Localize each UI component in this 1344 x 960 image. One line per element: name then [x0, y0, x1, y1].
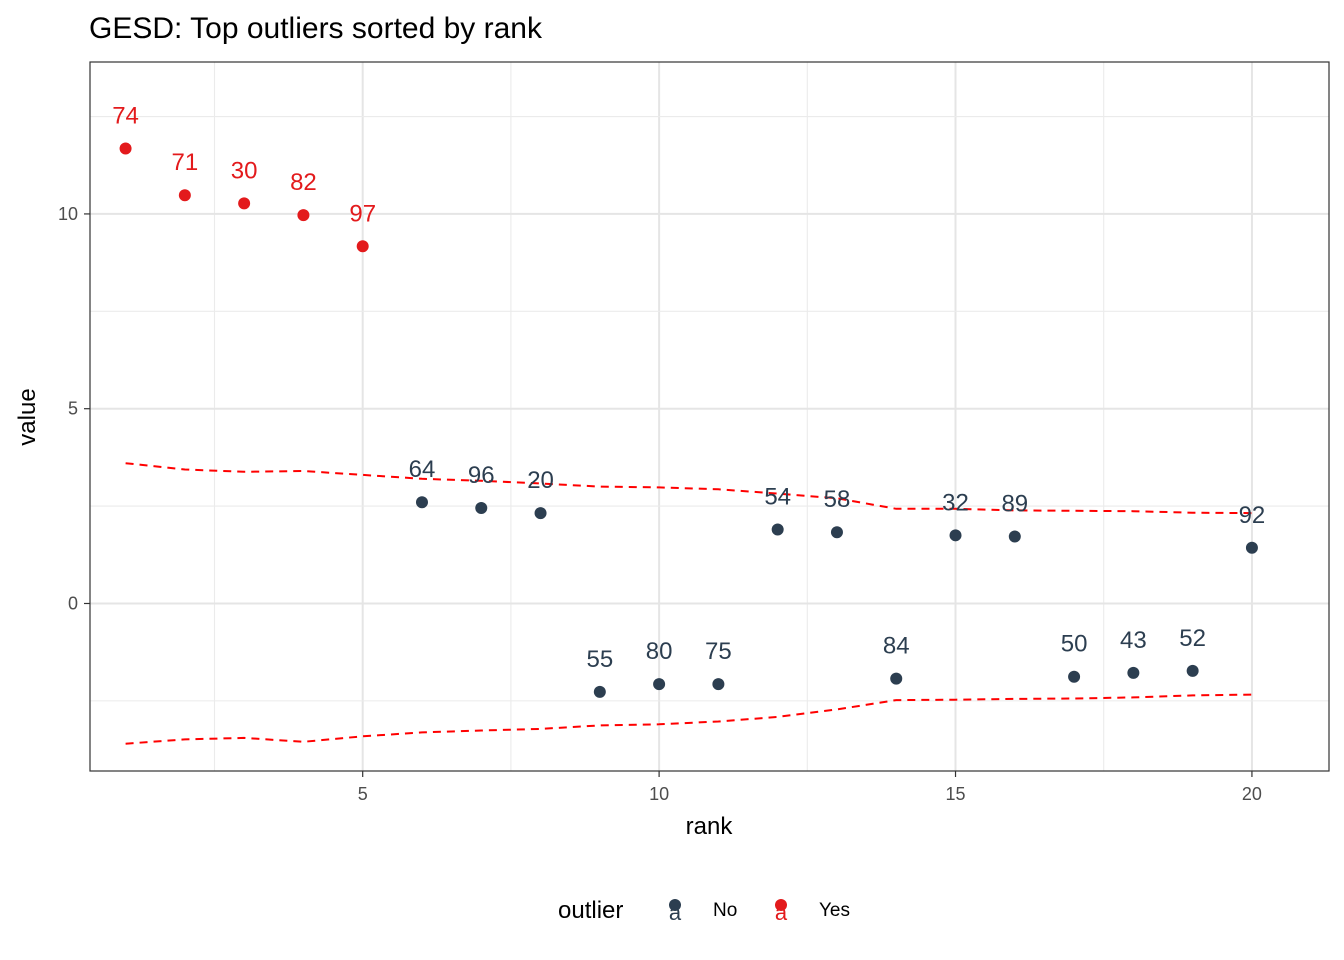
- upper-limit-line: [125, 462, 1252, 515]
- data-point: [415, 496, 428, 509]
- point-label: 74: [112, 102, 139, 129]
- x-tick-label: 15: [946, 784, 966, 804]
- point-label: 89: [1001, 490, 1028, 517]
- data-point: [297, 209, 310, 222]
- point-label: 96: [468, 462, 495, 489]
- data-point: [1008, 530, 1021, 543]
- point-label: 32: [942, 489, 969, 516]
- x-axis-title: rank: [686, 813, 734, 840]
- point-label: 97: [349, 200, 376, 227]
- point-label: 80: [646, 638, 673, 665]
- legend-label-yes: Yes: [819, 900, 850, 921]
- data-point: [1245, 541, 1258, 554]
- limit-layer: [125, 462, 1252, 745]
- points-layer: [119, 142, 1258, 698]
- point-label: 43: [1120, 627, 1147, 654]
- plot-panel-border: [89, 61, 1330, 772]
- point-label: 55: [586, 646, 613, 673]
- data-point: [830, 526, 843, 539]
- data-point: [771, 523, 784, 536]
- point-label: 54: [764, 483, 791, 510]
- data-point: [475, 502, 488, 515]
- point-label: 71: [172, 149, 199, 176]
- legend-key-letter: a: [775, 900, 788, 925]
- data-point: [1186, 664, 1199, 677]
- legend-title: outlier: [558, 897, 623, 924]
- grid-layer: [90, 62, 1329, 771]
- y-tick-label: 0: [68, 593, 78, 613]
- data-point: [949, 529, 962, 542]
- data-point: [712, 678, 725, 691]
- point-label: 20: [527, 467, 554, 494]
- data-point: [534, 507, 547, 520]
- point-label: 64: [409, 456, 436, 483]
- data-point: [890, 672, 903, 685]
- data-point: [593, 685, 606, 698]
- legend-label-no: No: [713, 900, 737, 921]
- data-point: [1068, 670, 1081, 683]
- point-labels-layer: 74 71 30 82 97 64 96 20 55 80 75 54 58 84 32 89 50 43 52 92: [112, 102, 1265, 672]
- y-axis-title: value: [14, 388, 41, 445]
- legend-key-no: [669, 899, 681, 911]
- x-tick-label: 20: [1242, 784, 1262, 804]
- data-point: [356, 240, 369, 253]
- x-tick-label: 10: [649, 784, 669, 804]
- point-label: 92: [1239, 502, 1266, 529]
- x-tick-label: 5: [358, 784, 368, 804]
- data-point: [1127, 666, 1140, 679]
- point-label: 30: [231, 157, 258, 184]
- legend-key-yes: [775, 899, 787, 911]
- data-point: [119, 142, 132, 155]
- data-point: [238, 197, 251, 210]
- legend: outlier a No a Yes: [558, 897, 850, 925]
- point-label: 50: [1061, 631, 1088, 658]
- legend-key-letter: a: [669, 900, 682, 925]
- lower-limit-line: [125, 693, 1252, 745]
- chart-title: GESD: Top outliers sorted by rank: [89, 12, 543, 45]
- y-tick-label: 5: [68, 399, 78, 419]
- point-label: 82: [290, 169, 317, 196]
- data-point: [653, 678, 666, 691]
- point-label: 75: [705, 638, 732, 665]
- axes-layer: 5 10 15 20 0 5 10: [58, 204, 1262, 804]
- data-point: [178, 189, 191, 202]
- point-label: 58: [824, 486, 851, 513]
- point-label: 84: [883, 633, 910, 660]
- y-tick-label: 10: [58, 204, 78, 224]
- point-label: 52: [1179, 625, 1206, 652]
